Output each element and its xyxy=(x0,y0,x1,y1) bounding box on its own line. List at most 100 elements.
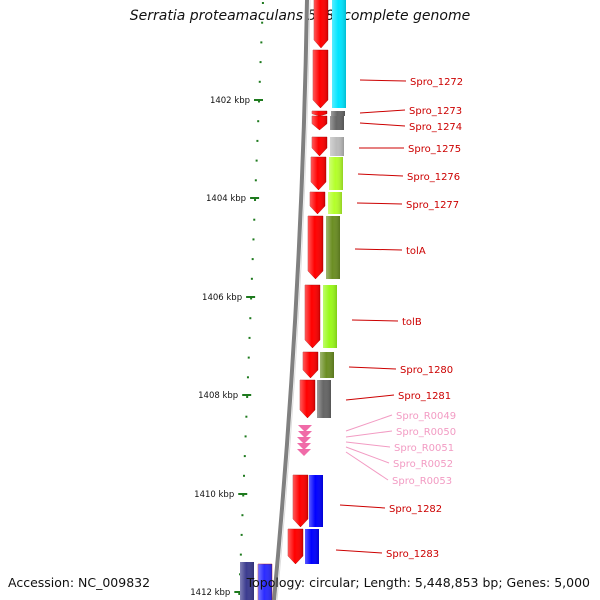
minor-tick xyxy=(246,376,249,379)
gene-arrow[interactable] xyxy=(312,49,329,109)
minor-tick xyxy=(257,100,260,103)
rna-gene-arrow[interactable] xyxy=(297,449,311,456)
minor-tick xyxy=(243,474,246,477)
minor-tick xyxy=(240,533,243,536)
gene-label[interactable]: Spro_1281 xyxy=(398,391,451,402)
minor-tick xyxy=(243,455,246,458)
gene-label[interactable]: Spro_R0053 xyxy=(392,476,452,487)
label-leader-line xyxy=(359,122,406,127)
major-tick xyxy=(254,99,263,101)
cog-bar-partial[interactable] xyxy=(240,562,254,600)
minor-tick xyxy=(261,21,264,24)
label-leader-line xyxy=(345,430,393,438)
minor-tick xyxy=(259,61,262,64)
minor-tick xyxy=(238,593,241,595)
cog-color-bar[interactable] xyxy=(330,116,344,130)
cog-color-bar[interactable] xyxy=(331,111,345,116)
minor-tick xyxy=(252,238,255,241)
topology-label: Topology: circular; Length: 5,448,853 bp… xyxy=(246,575,590,590)
gene-label[interactable]: Spro_R0049 xyxy=(396,411,456,422)
tick-label: 1404 kbp xyxy=(206,194,246,204)
minor-tick xyxy=(250,297,253,300)
tick-label: 1408 kbp xyxy=(198,391,238,401)
rna-gene-arrow[interactable] xyxy=(297,443,311,450)
label-leader-line xyxy=(339,504,386,509)
cog-color-bar[interactable] xyxy=(317,380,331,418)
gene-arrow[interactable] xyxy=(302,351,319,379)
gene-labels: Spro_1272 Spro_1273 Spro_1274 Spro_1275 Spro… xyxy=(335,77,463,560)
gene-arrow[interactable] xyxy=(311,136,328,157)
gene-label[interactable]: Spro_R0051 xyxy=(394,443,454,454)
major-tick xyxy=(238,493,248,495)
cog-color-bar[interactable] xyxy=(332,50,346,108)
minor-tick xyxy=(241,514,244,517)
minor-tick xyxy=(249,317,252,320)
major-tick xyxy=(250,197,260,199)
minor-tick xyxy=(239,553,242,556)
minor-tick xyxy=(254,199,257,201)
gene-label[interactable]: tolA xyxy=(406,246,426,257)
label-leader-line xyxy=(359,109,406,114)
scale-ticks: 1402 kbp 1404 kbp 1406 kbp 1408 kbp 1410 kbp… xyxy=(190,2,264,598)
gene-label[interactable]: Spro_R0052 xyxy=(393,459,453,470)
cog-color-bar[interactable] xyxy=(330,137,344,156)
gene-label[interactable]: Spro_1277 xyxy=(406,200,459,211)
gene-track xyxy=(240,0,346,600)
rna-gene-arrow[interactable] xyxy=(298,431,312,438)
tick-label: 1410 kbp xyxy=(194,490,234,500)
label-leader-line xyxy=(345,451,389,481)
gene-label[interactable]: Spro_1280 xyxy=(400,365,453,376)
minor-tick xyxy=(248,336,251,339)
cog-color-bar[interactable] xyxy=(328,192,342,214)
gene-arrow-partial[interactable] xyxy=(313,0,329,49)
tick-label: 1412 kbp xyxy=(190,588,230,598)
minor-tick xyxy=(247,356,250,359)
gene-arrow[interactable] xyxy=(299,379,316,419)
gene-arrow[interactable] xyxy=(287,528,304,565)
gene-arrow[interactable] xyxy=(309,191,326,215)
label-leader-line xyxy=(345,414,393,432)
cog-color-bar[interactable] xyxy=(320,352,334,378)
cog-color-bar[interactable] xyxy=(323,285,337,348)
label-leader-line xyxy=(345,446,390,464)
cog-color-bar[interactable] xyxy=(329,157,343,190)
major-tick xyxy=(234,591,244,593)
rna-gene-arrow[interactable] xyxy=(298,425,312,432)
gene-arrow[interactable] xyxy=(307,215,324,280)
gene-arrow[interactable] xyxy=(310,156,327,191)
gene-arrow-partial[interactable] xyxy=(257,563,273,600)
minor-tick xyxy=(245,415,248,418)
gene-label[interactable]: tolB xyxy=(402,317,422,328)
gene-arrow[interactable] xyxy=(311,115,328,131)
genome-backbone xyxy=(272,0,311,600)
major-tick xyxy=(246,296,256,298)
genome-title: Serratia proteamaculans 568, complete ge… xyxy=(129,8,471,24)
gene-label[interactable]: Spro_1276 xyxy=(407,172,460,183)
minor-tick xyxy=(246,396,249,398)
label-leader-line xyxy=(357,173,404,177)
minor-tick xyxy=(261,2,264,4)
gene-label[interactable]: Spro_1282 xyxy=(389,504,442,515)
accession-label: Accession: NC_009832 xyxy=(8,575,151,590)
gene-label[interactable]: Spro_1273 xyxy=(409,106,462,117)
tick-label: 1406 kbp xyxy=(202,293,242,303)
gene-arrow[interactable] xyxy=(304,284,321,349)
cog-bar-partial[interactable] xyxy=(332,0,346,50)
label-leader-line xyxy=(359,79,407,82)
cog-color-bar[interactable] xyxy=(309,475,323,527)
gene-label[interactable]: Spro_1272 xyxy=(410,77,463,88)
gene-arrow[interactable] xyxy=(311,110,328,117)
label-leader-line xyxy=(354,248,403,251)
cog-color-bar[interactable] xyxy=(326,216,340,279)
cog-color-bar[interactable] xyxy=(305,529,319,564)
rna-gene-arrow[interactable] xyxy=(297,437,311,444)
gene-label[interactable]: Spro_1283 xyxy=(386,549,439,560)
minor-tick xyxy=(260,41,263,44)
gene-label[interactable]: Spro_1275 xyxy=(408,144,461,155)
gene-arrow[interactable] xyxy=(292,474,309,528)
minor-tick xyxy=(255,159,258,162)
gene-label[interactable]: Spro_R0050 xyxy=(396,427,456,438)
gene-label[interactable]: Spro_1274 xyxy=(409,122,462,133)
label-leader-line xyxy=(335,549,383,554)
